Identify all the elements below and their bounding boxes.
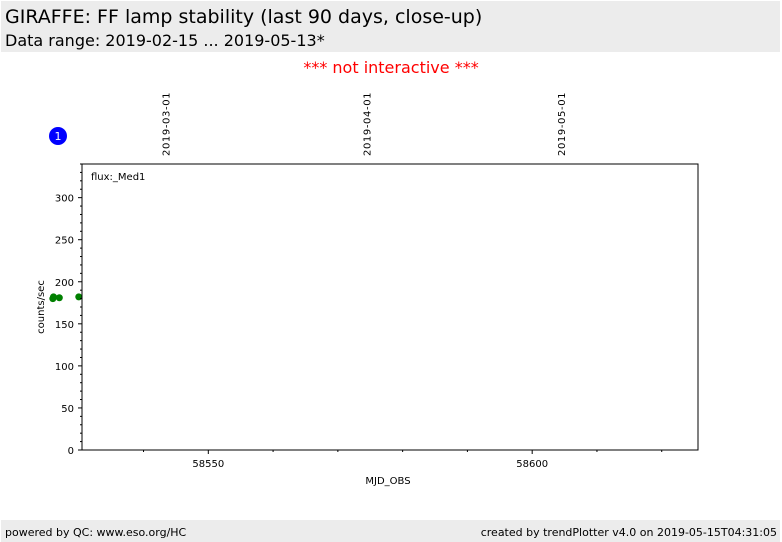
y-tick-label: 150 [55,320,74,331]
x-tick-label: 58600 [516,459,548,470]
y-tick-label: 100 [55,362,74,373]
panel-number-badge [49,127,67,145]
header-band: GIRAFFE: FF lamp stability (last 90 days… [1,1,780,52]
axes-layer [78,163,699,454]
date-marker-label: 2019-03-01 [162,92,173,156]
data-range-subtitle: Data range: 2019-02-15 ... 2019-05-13* [5,31,325,50]
y-axis-label: counts/sec [36,280,47,334]
y-tick-label: 300 [55,194,74,205]
date-marker-label: 2019-05-01 [557,92,568,156]
page-title: GIRAFFE: FF lamp stability (last 90 days… [5,6,483,28]
y-tick-label: 50 [61,404,74,415]
series-label: flux:_Med1 [91,172,145,183]
date-marker-label: 2019-04-01 [363,92,374,156]
footer-created-by: created by trendPlotter v4.0 on 2019-05-… [480,526,777,539]
y-tick-label: 250 [55,236,74,247]
data-point [75,293,83,301]
x-axis-label: MJD_OBS [365,476,410,487]
footer-powered-by: powered by QC: www.eso.org/HC [5,526,187,539]
x-tick-label: 58550 [192,459,224,470]
plot-frame [81,163,699,451]
data-point [55,294,63,302]
data-point [49,293,57,301]
panel-number-label: 1 [55,130,62,143]
footer-band: powered by QC: www.eso.org/HC created by… [1,520,780,542]
y-tick-label: 0 [68,446,74,457]
not-interactive-notice: *** not interactive *** [303,58,479,77]
y-tick-label: 200 [55,278,74,289]
labels-layer: 2019-03-01 2019-04-01 2019-05-01 0 50 100 150 2… [36,92,568,487]
